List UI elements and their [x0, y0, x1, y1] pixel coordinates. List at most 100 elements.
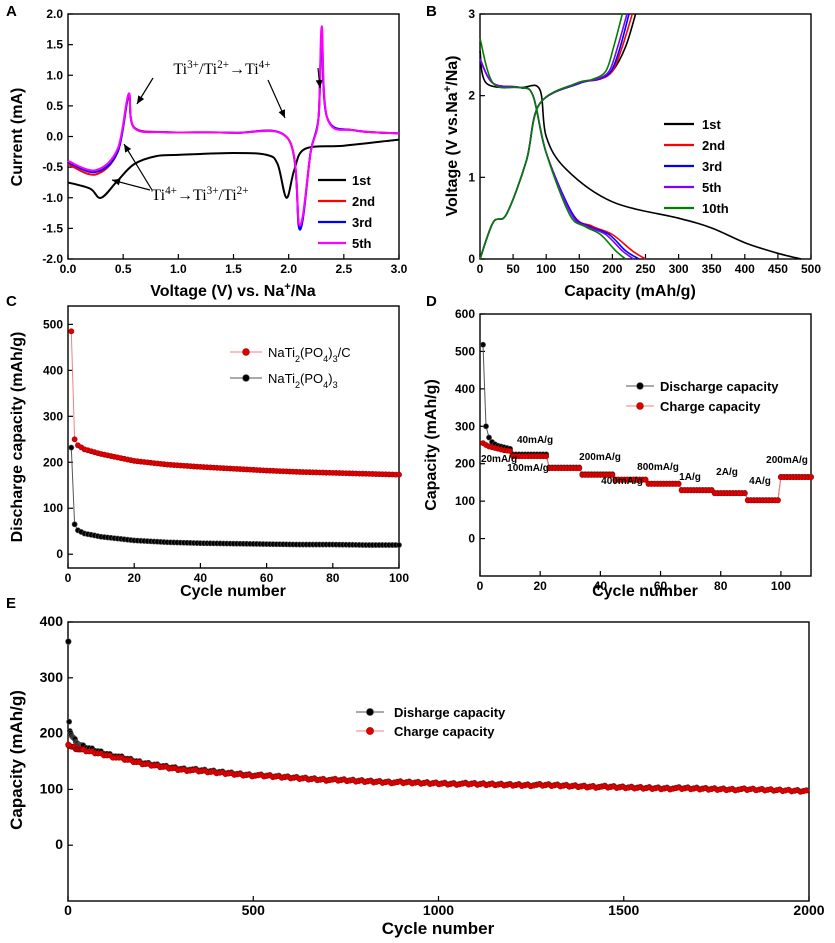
c-data-point — [71, 436, 78, 443]
b-x-tick-label: 50 — [506, 262, 520, 276]
d-y-tick-label: 400 — [455, 382, 475, 396]
a-x-tick-label: 0.5 — [115, 262, 132, 276]
a-annotation-arrowhead — [124, 144, 132, 153]
b-x-tick-label: 350 — [702, 262, 722, 276]
d-legend-label: Discharge capacity — [660, 379, 779, 394]
e-y-tick-label: 100 — [40, 780, 64, 796]
b-x-tick-label: 0 — [477, 262, 484, 276]
d-y-tick-label: 100 — [455, 494, 475, 508]
panel-e-long-cycling-chart: 0 500 1000 1500 2000 0 100 200 300 400 Disharge ca… — [7, 613, 825, 938]
b-y-axis-title: Voltage (V vs.Na+/Na) — [442, 56, 461, 217]
a-y-tick-label: -1.5 — [42, 221, 63, 235]
a-y-tick-label: -1.0 — [42, 191, 63, 205]
c-y-tick-label: 300 — [43, 409, 63, 423]
b-series-3rd-charge — [479, 13, 630, 260]
a-x-tick-label: 1.0 — [170, 262, 187, 276]
a-y-tick-label: 2.0 — [46, 7, 63, 21]
d-rate-label: 400mA/g — [601, 476, 643, 487]
a-y-tick-label: 1.5 — [46, 38, 63, 52]
e-data-point — [803, 787, 810, 794]
c-legend-label: NaTi2(PO4)3 — [268, 371, 338, 390]
d-y-tick-label: 0 — [468, 532, 475, 546]
b-y-tick-label: 0 — [468, 252, 475, 266]
b-x-tick-label: 150 — [569, 262, 589, 276]
e-y-tick-label: 200 — [40, 725, 64, 741]
d-x-tick-label: 0 — [477, 579, 484, 593]
a-annotation-arrowhead — [278, 109, 285, 118]
a-x-tick-label: 0.0 — [60, 262, 77, 276]
panel-letter-b: B — [426, 3, 437, 20]
c-x-tick-label: 80 — [326, 571, 340, 585]
d-discharge-point — [483, 423, 489, 430]
a-legend-label: 5th — [352, 236, 372, 251]
b-series-5th-discharge — [479, 58, 635, 260]
a-annotation-arrowhead — [137, 95, 145, 104]
d-charge-point — [741, 490, 748, 497]
a-legend-label: 1st — [352, 173, 371, 188]
a-y-tick-label: 0.5 — [46, 99, 63, 113]
d-legend-label: Charge capacity — [660, 399, 761, 414]
c-data-point — [71, 521, 78, 528]
c-x-tick-label: 100 — [389, 571, 409, 585]
a-x-tick-label: 3.0 — [391, 262, 408, 276]
d-rate-label: 200mA/g — [579, 452, 621, 463]
a-plot-frame — [67, 13, 400, 260]
d-charge-point — [609, 472, 616, 478]
b-legend-label: 10th — [702, 201, 729, 216]
a-legend-label: 2nd — [352, 194, 375, 209]
d-discharge-point — [480, 341, 486, 348]
a-annotation-arrowhead — [315, 79, 323, 88]
c-y-tick-label: 400 — [43, 363, 63, 377]
d-charge-point — [808, 474, 814, 481]
b-y-tick-label: 3 — [468, 7, 475, 21]
d-rate-label: 200mA/g — [766, 455, 808, 466]
c-data-point — [68, 444, 75, 451]
e-legend-label: Disharge capacity — [394, 705, 506, 720]
e-plot-frame — [67, 621, 810, 902]
d-y-tick-label: 200 — [455, 457, 475, 471]
panel-b-charge-discharge-chart: 0 50 100 150 200 250 300 350 400 450 500 0 1 2 3 1st 2nd… — [442, 7, 821, 300]
a-y-axis-title: Current (mA) — [9, 88, 26, 187]
d-rate-label: 20mA/g — [481, 454, 517, 465]
c-legend-marker — [242, 348, 250, 356]
d-rate-label: 2A/g — [716, 467, 738, 478]
c-legend-marker — [242, 374, 250, 382]
d-x-tick-label: 20 — [534, 579, 548, 593]
c-x-axis-title: Cycle number — [180, 583, 286, 600]
panel-c-cycling-chart: 0 20 40 60 80 100 0 100 200 300 400 500 NaTi2(PO4)3/… — [9, 305, 409, 600]
c-x-tick-label: 20 — [128, 571, 142, 585]
b-x-tick-label: 500 — [801, 262, 821, 276]
b-legend-label: 2nd — [702, 138, 725, 153]
a-series-5th-line — [67, 25, 400, 227]
d-y-tick-label: 500 — [455, 344, 475, 358]
panel-letter-e: E — [6, 595, 16, 612]
e-data-point — [66, 718, 73, 725]
c-x-tick-label: 40 — [194, 571, 208, 585]
d-plot-frame — [479, 313, 812, 577]
c-x-tick-label: 60 — [260, 571, 274, 585]
a-y-tick-label: -0.5 — [42, 160, 63, 174]
b-series-10th-discharge — [479, 38, 627, 260]
a-x-tick-label: 2.0 — [280, 262, 297, 276]
e-legend-label: Charge capacity — [394, 724, 495, 739]
d-rate-label: 4A/g — [749, 476, 771, 487]
e-y-tick-label: 300 — [40, 669, 64, 685]
b-x-tick-label: 300 — [669, 262, 689, 276]
e-x-axis-title: Cycle number — [382, 919, 495, 938]
d-x-tick-label: 80 — [714, 579, 728, 593]
c-plot-frame — [67, 305, 400, 569]
d-rate-label: 800mA/g — [637, 462, 679, 473]
a-annotation-arrowhead — [112, 178, 121, 186]
b-legend-label: 1st — [702, 117, 721, 132]
d-y-tick-label: 600 — [455, 307, 475, 321]
panel-letter-d: D — [426, 293, 437, 310]
c-y-tick-label: 100 — [43, 501, 63, 515]
e-first-cycle-point — [65, 741, 72, 748]
a-legend-label: 3rd — [352, 215, 372, 230]
c-data-point — [396, 471, 402, 478]
e-x-tick-label: 500 — [242, 902, 266, 918]
a-y-tick-label: 1.0 — [46, 68, 63, 82]
c-y-tick-label: 500 — [43, 317, 63, 331]
c-series-line — [70, 447, 399, 546]
